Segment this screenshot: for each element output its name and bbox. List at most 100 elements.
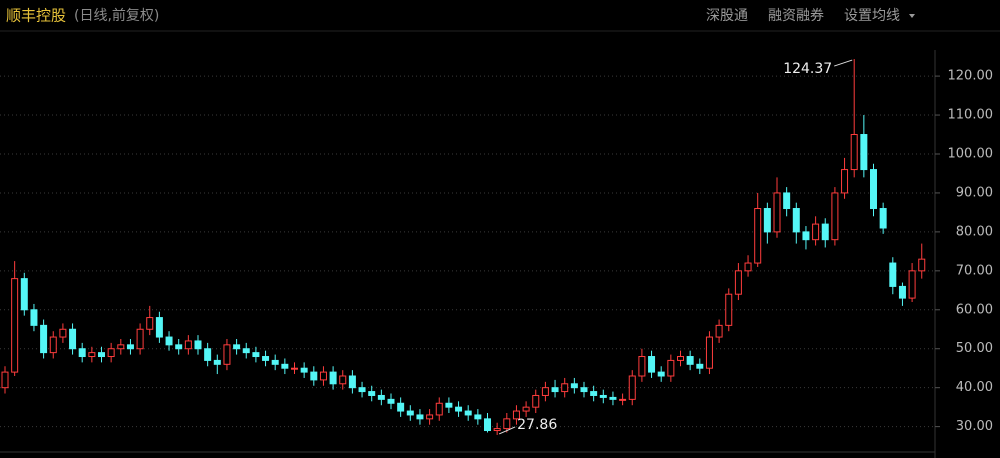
candle-body — [715, 324, 723, 338]
candle-body — [860, 134, 868, 171]
candle-body — [368, 391, 376, 396]
candle-body — [88, 352, 96, 358]
candle-body — [512, 410, 520, 420]
candle-body — [918, 258, 926, 272]
candle-body — [744, 262, 752, 272]
candle-body — [78, 348, 86, 358]
candle-body — [98, 352, 105, 358]
candle-body — [677, 356, 684, 361]
candle-body — [879, 208, 887, 229]
candle-body — [329, 371, 337, 385]
candle-body — [435, 402, 443, 416]
candle-body — [223, 344, 231, 365]
candle-body — [30, 309, 38, 326]
candle-body — [570, 383, 578, 389]
candle-body — [136, 328, 144, 350]
candle-body — [348, 375, 356, 389]
candle-body — [792, 208, 800, 233]
y-tick-label: 90.00 — [956, 185, 993, 200]
candle-body — [493, 428, 501, 432]
candle-body — [126, 344, 134, 350]
annotation-arrow — [834, 59, 853, 67]
candle-body — [233, 344, 241, 350]
candle-body — [300, 367, 308, 373]
y-tick-label: 80.00 — [956, 224, 993, 239]
candle-body — [898, 285, 906, 299]
candle-body — [773, 192, 781, 233]
candle-body — [146, 317, 154, 330]
candle-body — [377, 394, 385, 400]
candle-body — [821, 223, 829, 241]
candle-body — [271, 359, 279, 365]
candle-body — [541, 387, 549, 396]
subtitle: (日线,前复权) — [74, 7, 159, 24]
candle-body — [252, 352, 260, 358]
y-tick-label: 50.00 — [956, 341, 993, 356]
candle-body — [155, 317, 163, 338]
y-tick-label: 110.00 — [948, 108, 994, 123]
candle-body — [262, 356, 270, 361]
candle-body — [599, 394, 607, 398]
candle-body — [725, 293, 733, 326]
candle-body — [416, 414, 424, 420]
candle-body — [841, 169, 849, 194]
y-tick-label: 30.00 — [956, 419, 993, 434]
candle-body — [455, 406, 463, 412]
candle-body — [783, 192, 791, 210]
candle-body — [628, 375, 636, 400]
annotation: 27.86 — [517, 417, 557, 433]
candle-body — [850, 134, 858, 171]
button[interactable]: 设置均线 — [844, 8, 900, 24]
candle-body — [580, 387, 588, 393]
candle-body — [165, 336, 173, 346]
candle-body — [657, 371, 665, 377]
candle-body — [686, 356, 694, 365]
candle-body — [561, 383, 569, 393]
candle-body — [474, 414, 482, 420]
button[interactable]: 深股通 — [706, 8, 748, 24]
y-tick-label: 70.00 — [956, 263, 993, 278]
candle-body — [648, 356, 656, 373]
candle-body — [551, 387, 559, 393]
candle-body — [754, 208, 762, 264]
candle-body — [609, 396, 617, 400]
candle-body — [59, 328, 67, 338]
candle-body — [667, 359, 675, 377]
candle-body — [696, 363, 704, 369]
candle-body — [242, 348, 250, 354]
candle-body — [339, 375, 347, 385]
candle-body — [831, 192, 839, 241]
candle-body — [532, 394, 540, 408]
candle-body — [638, 356, 646, 377]
y-tick-label: 60.00 — [956, 302, 993, 317]
candle-body — [464, 410, 472, 416]
candle-body — [406, 410, 414, 416]
candle-body — [812, 223, 820, 241]
button[interactable]: 融资融券 — [768, 8, 824, 24]
candle-body — [426, 414, 434, 420]
candle-body — [213, 359, 221, 365]
candle-body — [20, 278, 28, 311]
y-tick-label: 120.00 — [948, 69, 994, 84]
candle-body — [802, 231, 810, 241]
candle-body — [291, 367, 298, 370]
candle-body — [889, 262, 897, 287]
candle-body — [1, 371, 9, 389]
candle-body — [387, 398, 395, 404]
candle-body — [40, 324, 48, 354]
candle-body — [503, 418, 511, 430]
candle-body — [734, 270, 742, 295]
y-tick-label: 40.00 — [956, 380, 993, 395]
annotation-arrow — [498, 426, 516, 435]
candle-body — [358, 387, 366, 393]
candle-body — [908, 270, 916, 299]
candle-body — [397, 402, 405, 412]
candle-body — [319, 371, 327, 381]
candle-body — [117, 344, 125, 350]
candle-body — [522, 406, 530, 412]
dropdown-arrow[interactable] — [909, 14, 915, 18]
candle-body — [49, 336, 57, 354]
